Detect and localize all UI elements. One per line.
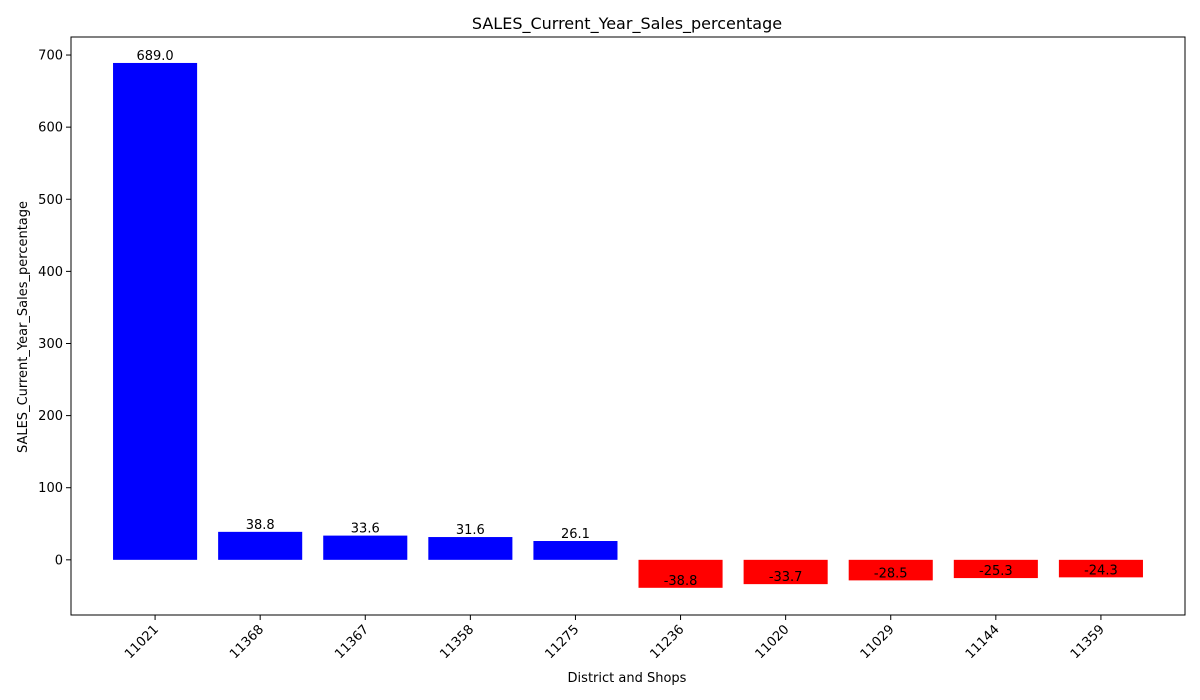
x-tick-label: 11358	[437, 622, 477, 662]
y-tick-label: 400	[38, 265, 63, 280]
bar-11359	[1058, 559, 1143, 578]
data-label-11275: 26.1	[561, 527, 590, 542]
data-label-11368: 38.8	[246, 518, 275, 533]
y-axis-ticks: 0 100 200 300 400 500 600 700	[38, 49, 71, 568]
bars-group	[113, 62, 1143, 588]
x-axis-label: District and Shops	[568, 671, 687, 686]
y-tick-label: 600	[38, 121, 63, 136]
data-label-11144: -25.3	[979, 564, 1013, 579]
data-label-11236: -38.8	[664, 574, 698, 589]
x-tick-label: 11029	[858, 622, 898, 662]
y-tick-label: 300	[38, 337, 63, 352]
bar-11367	[323, 535, 408, 560]
y-tick-label: 100	[38, 481, 63, 496]
bar-11368	[218, 531, 303, 560]
bar-11021	[113, 62, 198, 560]
y-tick-label: 700	[38, 49, 63, 64]
data-label-11029: -28.5	[874, 566, 908, 581]
x-tick-label: 11368	[227, 622, 267, 662]
x-tick-label: 11359	[1068, 622, 1108, 662]
data-labels: 689.0 38.8 33.6 31.6 26.1 -38.8 -33.7 -28.5 -25.…	[136, 49, 1117, 589]
x-tick-label: 11275	[542, 622, 582, 662]
data-label-11021: 689.0	[136, 49, 173, 64]
data-label-11367: 33.6	[351, 522, 380, 537]
chart-title: SALES_Current_Year_Sales_percentage	[472, 14, 782, 34]
bar-11020	[743, 559, 828, 585]
bar-11236	[638, 559, 723, 588]
bar-11029	[848, 559, 933, 581]
y-tick-label: 500	[38, 193, 63, 208]
x-tick-label: 11367	[332, 622, 372, 662]
x-tick-label: 11236	[648, 622, 688, 662]
y-axis-label: SALES_Current_Year_Sales_percentage	[16, 201, 31, 453]
y-tick-label: 0	[55, 553, 63, 568]
bar-11275	[533, 541, 618, 560]
data-label-11359: -24.3	[1084, 563, 1118, 578]
y-tick-label: 200	[38, 409, 63, 424]
data-label-11358: 31.6	[456, 523, 485, 538]
plot-frame	[70, 36, 1186, 616]
x-axis-ticks: 11021 11368 11367 11358 11275 11236 11020 11029…	[122, 615, 1108, 662]
x-tick-label: 11020	[753, 622, 793, 662]
x-tick-label: 11021	[122, 622, 162, 662]
bar-11358	[428, 537, 513, 560]
bar-11144	[953, 559, 1038, 579]
x-tick-label: 11144	[963, 622, 1003, 662]
data-label-11020: -33.7	[769, 570, 803, 585]
